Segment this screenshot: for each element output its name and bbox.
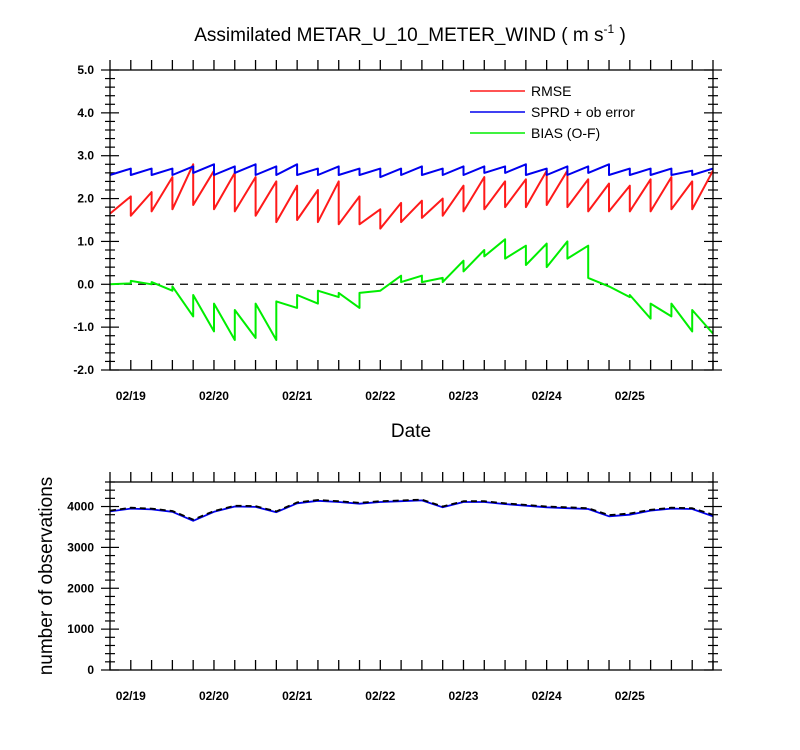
bottom-y-tick-label: 0 bbox=[87, 663, 94, 677]
bottom-plot-frame bbox=[109, 481, 714, 671]
top-x-tick-label: 02/22 bbox=[365, 389, 395, 403]
bottom-x-tick-label: 02/25 bbox=[615, 689, 645, 703]
bottom-ticks bbox=[101, 472, 722, 671]
top-x-tick-label: 02/20 bbox=[199, 389, 229, 403]
top-y-tick-label: -1.0 bbox=[73, 320, 94, 334]
bottom-x-tick-label: 02/20 bbox=[199, 689, 229, 703]
bottom-series-line-0 bbox=[109, 499, 714, 522]
top-x-tick-label: 02/23 bbox=[448, 389, 478, 403]
bottom-series-line-1 bbox=[109, 498, 714, 521]
top-y-tick-label: 0.0 bbox=[77, 277, 94, 291]
bottom-x-tick-label: 02/22 bbox=[365, 689, 395, 703]
bottom-x-tick-label: 02/21 bbox=[282, 689, 312, 703]
bottom-y-tick-label: 4000 bbox=[67, 500, 94, 514]
top-y-tick-label: 3.0 bbox=[77, 149, 94, 163]
top-series-line-2 bbox=[109, 238, 714, 341]
bottom-y-tick-label: 1000 bbox=[67, 622, 94, 636]
top-y-tick-label: 5.0 bbox=[77, 63, 94, 77]
top-x-tick-label: 02/19 bbox=[116, 389, 146, 403]
bottom-x-tick-label: 02/23 bbox=[448, 689, 478, 703]
chart-title: Assimilated METAR_U_10_METER_WIND ( m s-… bbox=[194, 22, 626, 46]
top-y-axis: -2.0 -1.0 0.0 1.0 2.0 3.0 4.0 5.0 bbox=[73, 63, 94, 377]
bottom-series-group bbox=[109, 498, 714, 522]
top-x-axis: 02/19 02/20 02/21 02/22 02/23 02/24 02/25 bbox=[116, 389, 645, 403]
top-y-tick-label: -2.0 bbox=[73, 363, 94, 377]
bottom-x-axis: 02/19 02/20 02/21 02/22 02/23 02/24 02/25 bbox=[116, 689, 645, 703]
bottom-x-tick-label: 02/19 bbox=[116, 689, 146, 703]
x-axis-label: Date bbox=[391, 421, 431, 442]
top-plot-frame bbox=[109, 69, 714, 371]
chart-title-close: ) bbox=[614, 25, 626, 46]
top-x-tick-label: 02/24 bbox=[532, 389, 562, 403]
top-chart: Assimilated METAR_U_10_METER_WIND ( m s-… bbox=[73, 22, 722, 442]
chart-title-superscript: -1 bbox=[604, 22, 615, 36]
legend-label-2: BIAS (O-F) bbox=[531, 125, 600, 141]
y-axis-label-observations: number of observations bbox=[36, 477, 57, 676]
top-y-tick-label: 1.0 bbox=[77, 234, 94, 248]
top-x-tick-label: 02/21 bbox=[282, 389, 312, 403]
top-series-line-1 bbox=[109, 163, 714, 179]
bottom-y-axis: 0 1000 2000 3000 4000 bbox=[67, 500, 94, 677]
legend: RMSE SPRD + ob error BIAS (O-F) bbox=[470, 83, 635, 141]
top-x-tick-label: 02/25 bbox=[615, 389, 645, 403]
legend-label-0: RMSE bbox=[531, 83, 571, 99]
bottom-y-tick-label: 3000 bbox=[67, 540, 94, 554]
bottom-y-tick-label: 2000 bbox=[67, 581, 94, 595]
top-y-tick-label: 2.0 bbox=[77, 192, 94, 206]
top-series-group bbox=[109, 163, 714, 341]
legend-label-1: SPRD + ob error bbox=[531, 104, 635, 120]
top-ticks bbox=[101, 60, 722, 371]
bottom-x-tick-label: 02/24 bbox=[532, 689, 562, 703]
chart-title-main: Assimilated METAR_U_10_METER_WIND ( m s bbox=[194, 25, 603, 46]
top-y-tick-label: 4.0 bbox=[77, 106, 94, 120]
top-series-line-0 bbox=[109, 163, 714, 230]
